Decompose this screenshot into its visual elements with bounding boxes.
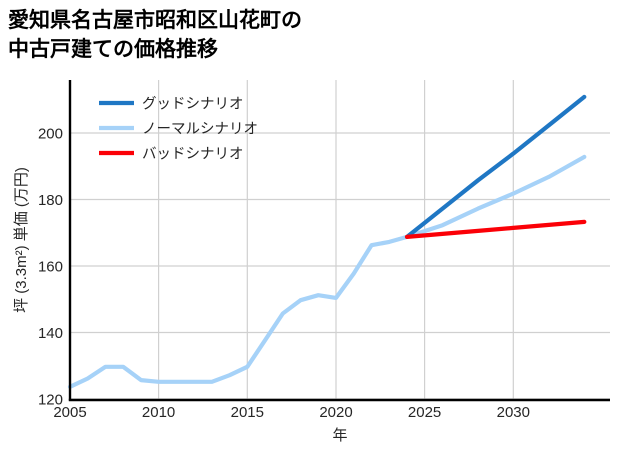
y-tick-160: 160 bbox=[38, 259, 63, 276]
legend-label-bad-scenario: バッドシナリオ bbox=[142, 147, 244, 163]
y-axis-title: 坪 (3.3m²) 単価 (万円) bbox=[13, 167, 30, 313]
chart-title-line-1: 愛知県名古屋市昭和区山花町の bbox=[8, 9, 302, 32]
x-gridlines bbox=[158, 80, 514, 399]
series-normal-scenario bbox=[67, 154, 587, 389]
y-tick-120: 120 bbox=[38, 392, 63, 409]
x-tick-2030: 2030 bbox=[497, 404, 530, 421]
legend-item-good-scenario[interactable]: グッドシナリオ bbox=[99, 96, 244, 113]
series-good-scenario bbox=[404, 94, 587, 239]
legend-label-normal-scenario: ノーマルシナリオ bbox=[142, 122, 258, 138]
line-normal-scenario bbox=[67, 154, 587, 389]
legend-item-normal-scenario[interactable]: ノーマルシナリオ bbox=[99, 122, 258, 138]
legend-item-bad-scenario[interactable]: バッドシナリオ bbox=[99, 147, 244, 163]
x-axis-title: 年 bbox=[332, 427, 347, 444]
legend-label-good-scenario: グッドシナリオ bbox=[142, 96, 244, 113]
x-tick-labels: 2005 2010 2015 2020 2025 2030 bbox=[53, 404, 530, 421]
x-tick-2020: 2020 bbox=[319, 404, 352, 421]
chart-title-line-2: 中古戸建ての価格推移 bbox=[8, 38, 218, 61]
chart-legend: グッドシナリオ ノーマルシナリオ バッドシナリオ bbox=[99, 96, 258, 163]
chart-title: 愛知県名古屋市昭和区山花町の 中古戸建ての価格推移 bbox=[8, 6, 608, 64]
line-bad-scenario bbox=[404, 219, 587, 239]
line-good-scenario bbox=[404, 94, 587, 239]
x-tick-2010: 2010 bbox=[142, 404, 175, 421]
y-tick-180: 180 bbox=[38, 192, 63, 209]
y-tick-140: 140 bbox=[38, 325, 63, 342]
y-tick-200: 200 bbox=[38, 126, 63, 143]
x-tick-2005: 2005 bbox=[53, 404, 86, 421]
x-tick-2015: 2015 bbox=[231, 404, 264, 421]
x-tick-2025: 2025 bbox=[408, 404, 441, 421]
y-tick-labels: 200 180 160 140 120 bbox=[38, 126, 63, 409]
series-bad-scenario bbox=[404, 219, 587, 239]
